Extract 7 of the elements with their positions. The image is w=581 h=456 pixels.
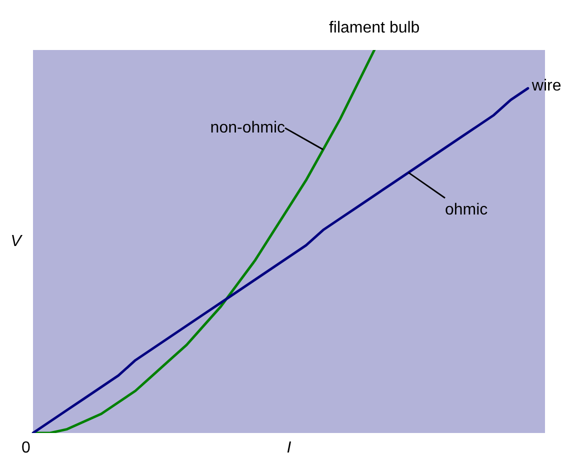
annotation: non-ohmic	[210, 119, 285, 136]
series-label: filament bulb	[328, 19, 420, 36]
text: 0	[22, 439, 31, 456]
x-axis-title: I	[286, 439, 292, 456]
series-label: wire	[530, 78, 562, 95]
annotation: ohmic	[445, 201, 488, 218]
y-axis-title: V	[10, 232, 23, 250]
